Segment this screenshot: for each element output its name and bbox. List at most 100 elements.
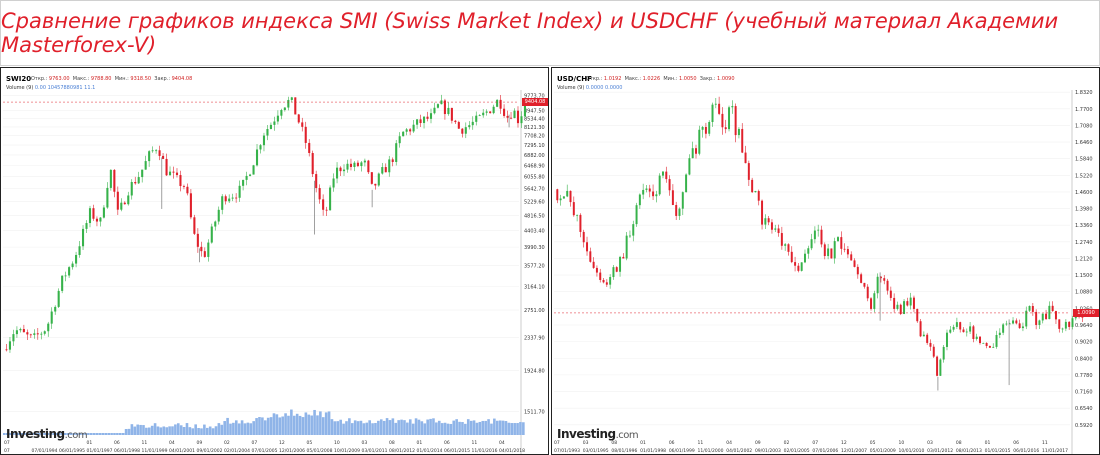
volume-bar <box>516 423 519 435</box>
candle <box>780 233 783 246</box>
volume-bar <box>298 415 302 435</box>
candle <box>339 167 342 172</box>
volume-bar <box>69 433 73 435</box>
ohlc-readout: Откр.: 9763.00 Макс.: 9788.80 Мин.: 9318… <box>31 76 193 82</box>
x-tick-label: 06/01/1995 <box>59 448 85 454</box>
volume-readout: Volume (9) 0.00 10457880981 11.1 <box>6 85 96 91</box>
x-tick-label: 02/01/2005 <box>784 448 810 454</box>
volume-bar <box>408 419 412 435</box>
candle <box>509 117 513 119</box>
y-tick-label: 8121.30 <box>524 125 545 131</box>
volume-bar <box>437 420 441 435</box>
volume-bar <box>116 433 119 435</box>
candle <box>412 124 415 132</box>
volume-bar <box>174 424 177 435</box>
volume-bar <box>301 417 305 435</box>
candle <box>572 202 575 216</box>
volume-bar <box>92 433 96 435</box>
candle <box>120 202 123 210</box>
volume-bar <box>176 423 180 435</box>
candle <box>461 128 464 134</box>
candle <box>287 99 290 108</box>
candle <box>342 169 346 172</box>
y-tick-label: 8534.40 <box>524 116 545 122</box>
x-tick-top: 08 <box>389 440 395 446</box>
candle <box>325 209 328 211</box>
symbol-label: SWI20 <box>6 75 32 83</box>
candle <box>290 97 293 100</box>
x-tick-label: 09/01/2003 <box>755 448 781 454</box>
candle <box>1054 311 1057 320</box>
volume-bar <box>87 433 90 435</box>
volume-bar <box>313 409 316 435</box>
candle <box>520 116 523 124</box>
candle <box>1058 319 1061 329</box>
candle <box>701 126 704 130</box>
volume-bar <box>147 427 151 435</box>
usdchf-chart-panel[interactable]: 1.8320 1.7700 1.7080 1.6460 1.5840 1.5220 1.46… <box>551 67 1100 455</box>
volume-bar <box>243 423 247 435</box>
candle <box>668 179 671 191</box>
candle <box>489 111 492 114</box>
candle <box>391 159 394 162</box>
x-tick-label: 02/01/2004 <box>224 448 250 454</box>
volume-bar <box>34 433 38 435</box>
volume-bar <box>191 428 195 435</box>
volume-bar <box>234 420 238 435</box>
y-tick-label: 1.3980 <box>1075 207 1093 213</box>
candle <box>168 171 172 176</box>
volume-bar <box>159 427 163 435</box>
volume-bar <box>150 425 154 435</box>
volume-bar <box>72 433 76 435</box>
candle <box>734 106 737 136</box>
candle <box>367 160 370 173</box>
volume-bar <box>377 420 380 435</box>
candle <box>151 150 154 152</box>
x-tick-top: 06 <box>114 440 120 446</box>
x-tick-top: 07 <box>4 440 10 446</box>
candle <box>761 200 764 225</box>
volume-bar <box>252 421 255 435</box>
x-tick-top: 07 <box>554 440 560 446</box>
candle <box>648 188 651 192</box>
candle <box>102 207 105 218</box>
candle <box>523 104 526 117</box>
x-tick-label: 05/01/2009 <box>870 448 896 454</box>
volume-bar <box>504 421 508 435</box>
volume-bar <box>461 422 464 435</box>
candle <box>757 191 760 201</box>
x-tick-label: 11/01/1999 <box>142 448 168 454</box>
x-tick-top: 11 <box>698 440 704 446</box>
x-tick-label: 03/01/1995 <box>583 448 609 454</box>
x-tick-top: 03 <box>583 440 589 446</box>
smi-chart-canvas[interactable]: 9773.70 8947.50 8534.40 8121.30 7708.20 7295.… <box>1 68 549 455</box>
y-tick-label: 1.2740 <box>1075 240 1093 246</box>
candle <box>883 278 886 281</box>
y-tick-label: 3164.10 <box>524 284 545 290</box>
volume-bar <box>475 422 479 435</box>
candle <box>231 197 234 199</box>
candle <box>405 129 408 132</box>
volume-bar <box>345 421 348 435</box>
volume-bar <box>501 420 505 435</box>
smi-chart-panel[interactable]: 9773.70 8947.50 8534.40 8121.30 7708.20 7295.… <box>0 67 549 455</box>
usdchf-chart-canvas[interactable]: 1.8320 1.7700 1.7080 1.6460 1.5840 1.5220 1.46… <box>552 68 1100 455</box>
candle <box>238 185 241 198</box>
volume-bar <box>52 433 55 435</box>
y-tick-label: 1924.80 <box>524 368 545 374</box>
volume-bar <box>145 427 148 435</box>
volume-bar <box>165 427 168 435</box>
volume-bar <box>420 421 424 435</box>
x-tick-top: 05 <box>307 440 313 446</box>
candle <box>562 196 565 199</box>
volume-bar <box>124 428 128 435</box>
candle <box>262 135 266 146</box>
candle <box>40 333 43 335</box>
candle <box>109 169 112 188</box>
y-tick-label: 0.8400 <box>1075 356 1093 362</box>
volume-bar <box>14 433 18 435</box>
candle <box>731 106 734 108</box>
candle <box>995 335 998 347</box>
volume-bar <box>89 433 93 435</box>
volume-bar <box>208 426 212 435</box>
